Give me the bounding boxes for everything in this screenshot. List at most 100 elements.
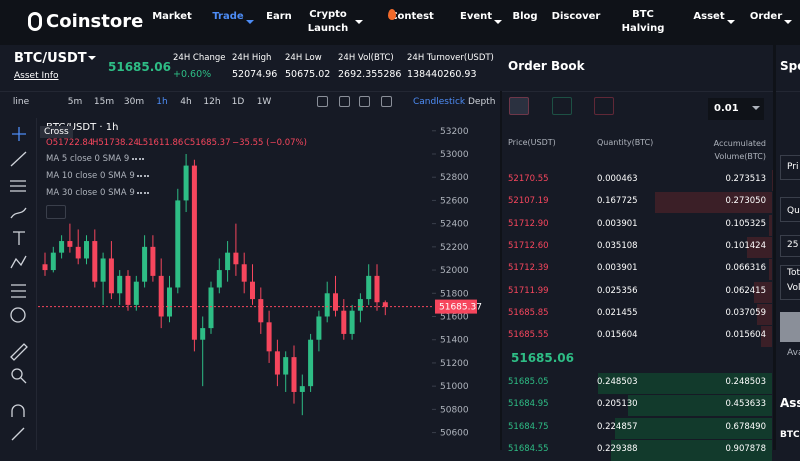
ob-acc: 0.062415 (700, 286, 766, 296)
nav-item[interactable]: Market (142, 10, 202, 24)
candle-body (325, 293, 330, 316)
chart-tool-icon[interactable] (359, 96, 370, 107)
ob-price[interactable]: 51712.39 (508, 263, 549, 273)
ob-price[interactable]: 51685.55 (508, 330, 549, 340)
y-tick-label: 52600 (440, 196, 469, 206)
ob-view-btn[interactable] (509, 97, 529, 115)
chart-tool-icon[interactable] (381, 96, 392, 107)
ob-price[interactable]: 51685.05 (508, 377, 549, 387)
panel-title: Spo (780, 59, 800, 73)
interval-tab[interactable]: 15m (89, 97, 119, 107)
ob-qty: 0.035108 (597, 241, 638, 251)
ob-acc: 0.066316 (700, 263, 766, 273)
interval-tab[interactable]: line (6, 97, 36, 107)
candle-body (126, 276, 131, 305)
chart-tool-icon[interactable] (317, 96, 328, 107)
fire-icon (388, 9, 396, 20)
candle-body (134, 282, 139, 305)
ohlc-value: C51685.37 (184, 138, 231, 148)
candle-body (292, 357, 297, 392)
indicator[interactable]: MA 5 close 0 SMA 9 (46, 154, 129, 164)
ob-acc: 0.105325 (700, 219, 766, 229)
candle-body (242, 264, 247, 281)
ob-view-btn[interactable] (552, 97, 572, 115)
candle-body (350, 311, 355, 334)
candle-body (217, 270, 222, 287)
candle-body (333, 293, 338, 310)
y-tick-label: 52400 (440, 220, 469, 230)
candle-body (150, 247, 155, 276)
chart-tool-icon[interactable] (339, 96, 350, 107)
candle-body (192, 166, 197, 340)
ob-price[interactable]: 52107.19 (508, 196, 549, 206)
collapse-btn[interactable] (46, 205, 66, 219)
input-box[interactable] (780, 155, 800, 180)
caret (727, 20, 735, 28)
asset-info[interactable]: Asset Info (14, 71, 59, 81)
ob-price[interactable]: 51712.90 (508, 219, 549, 229)
ob-price[interactable]: 51684.55 (508, 444, 549, 454)
candle-body (159, 276, 164, 317)
ob-price[interactable]: 51712.60 (508, 241, 549, 251)
stat-value: +0.60% (173, 69, 211, 80)
ob-qty: 0.229388 (597, 444, 638, 454)
stat-label: 24H Turnover(USDT) (407, 53, 494, 63)
pair[interactable]: BTC/USDT (14, 51, 87, 66)
candle-body (92, 241, 97, 282)
ob-price[interactable]: 51684.95 (508, 399, 549, 409)
interval-tab[interactable]: 5m (60, 97, 90, 107)
y-tick-label: 53200 (440, 127, 469, 137)
ob-qty: 0.003901 (597, 263, 638, 273)
candle-body (67, 241, 72, 247)
candle-body (175, 200, 180, 287)
ob-view-btn[interactable] (594, 97, 614, 115)
y-tick-label: 53000 (440, 150, 469, 160)
ob-price[interactable]: 51684.75 (508, 422, 549, 432)
indicator[interactable]: MA 30 close 0 SMA 9 (46, 188, 135, 198)
nav-item[interactable]: Crypto Launch (298, 8, 358, 36)
interval-tab[interactable]: 1W (249, 97, 279, 107)
ohlc-value: L51611.86 (138, 138, 183, 148)
submit-btn[interactable] (780, 312, 800, 342)
ob-mid-price: 51685.06 (511, 351, 574, 365)
candle-body (267, 322, 272, 351)
ob-acc: 0.101424 (700, 241, 766, 251)
interval-tab[interactable]: 30m (119, 97, 149, 107)
ob-price[interactable]: 51685.85 (508, 308, 549, 318)
candle-body (142, 247, 147, 282)
ob-acc: 0.015604 (700, 330, 766, 340)
panel-section: Asse (780, 396, 800, 410)
nav-item[interactable]: BTC Halving (613, 8, 673, 36)
logo-icon[interactable] (28, 12, 42, 31)
ob-qty: 0.224857 (597, 422, 638, 432)
candle-body (316, 317, 321, 340)
ob-qty: 0.025356 (597, 286, 638, 296)
candle-body (375, 276, 380, 302)
input-box[interactable] (780, 197, 800, 222)
ob-qty: 0.015604 (597, 330, 638, 340)
stat-value: 50675.02 (285, 69, 330, 80)
stat-label: 24H Change (173, 53, 225, 63)
ob-acc: 0.248503 (700, 377, 766, 387)
ohlc-value: −35.55 (−0.07%) (232, 138, 307, 148)
y-tick-label: 51800 (440, 289, 469, 299)
candle-body (358, 299, 363, 311)
input-box[interactable] (780, 235, 800, 257)
input-box[interactable] (780, 265, 800, 300)
caret (88, 56, 96, 64)
view-tab[interactable]: Depth (468, 97, 495, 107)
nav-item[interactable]: Discover (546, 10, 606, 24)
y-tick-label: 52000 (440, 266, 469, 276)
y-tick-label: 52800 (440, 173, 469, 183)
last-price: 51685.06 (108, 60, 171, 74)
view-tab[interactable]: Candlestick (413, 97, 465, 107)
ob-price[interactable]: 52170.55 (508, 174, 549, 184)
candle-body (209, 287, 214, 328)
ob-price[interactable]: 51711.99 (508, 286, 549, 296)
logo[interactable]: Coinstore (46, 11, 143, 32)
stat-value: 52074.96 (232, 69, 277, 80)
candle-body (366, 276, 371, 299)
dots (137, 175, 149, 179)
indicator[interactable]: MA 10 close 0 SMA 9 (46, 171, 135, 181)
candle-body (283, 357, 288, 374)
